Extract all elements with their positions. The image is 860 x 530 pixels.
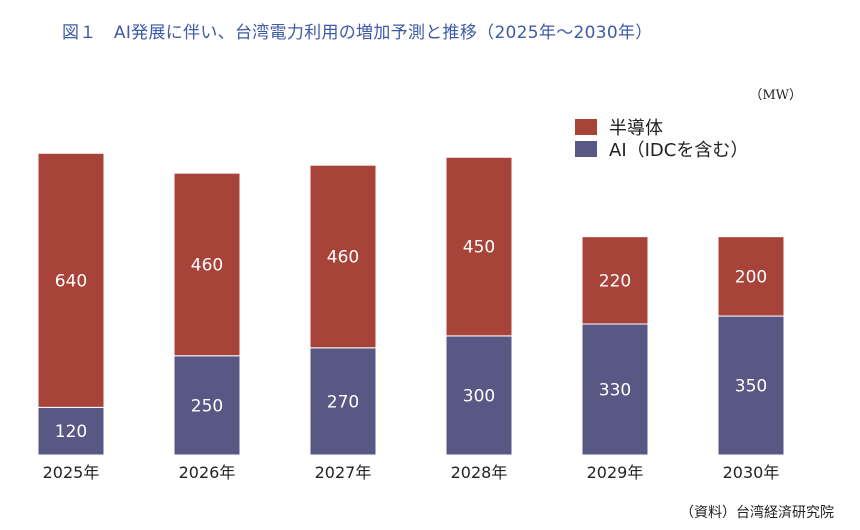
data-label-ai-2028年: 300	[463, 386, 495, 406]
bar-semiconductor-2025年	[37, 152, 105, 408]
bar-semiconductor-2029年	[581, 236, 649, 325]
unit-label: （MW）	[749, 88, 802, 103]
x-tick-label: 2030年	[723, 463, 780, 482]
x-tick-label: 2025年	[43, 463, 100, 482]
data-label-semiconductor-2027年: 460	[327, 248, 359, 268]
data-label-ai-2030年: 350	[735, 377, 767, 397]
legend-label-ai: AI（IDCを含む）	[609, 140, 749, 161]
data-label-ai-2027年: 270	[327, 392, 359, 412]
bar-ai-2030年	[717, 315, 785, 456]
bar-ai-2028年	[445, 335, 513, 456]
bar-ai-2027年	[309, 347, 377, 456]
legend-label-semiconductor: 半導体	[609, 118, 663, 139]
x-tick-label: 2029年	[587, 463, 644, 482]
legend-swatch-ai	[575, 141, 597, 157]
data-label-semiconductor-2026年: 460	[191, 255, 223, 275]
data-label-ai-2025年: 120	[55, 422, 87, 442]
data-label-semiconductor-2025年: 640	[55, 271, 87, 291]
data-label-ai-2029年: 330	[599, 380, 631, 400]
legend: 半導体 AI（IDCを含む）	[575, 116, 749, 161]
bar-semiconductor-2026年	[173, 172, 241, 357]
bar-ai-2026年	[173, 355, 241, 456]
bar-ai-2029年	[581, 323, 649, 456]
x-tick-label: 2027年	[315, 463, 372, 482]
legend-item-ai: AI（IDCを含む）	[575, 138, 749, 161]
legend-swatch-semiconductor	[575, 119, 597, 135]
data-label-semiconductor-2030年: 200	[735, 267, 767, 287]
bar-semiconductor-2028年	[445, 156, 513, 337]
data-label-ai-2026年: 250	[191, 396, 223, 416]
bar-semiconductor-2030年	[717, 236, 785, 317]
data-label-semiconductor-2029年: 220	[599, 271, 631, 291]
legend-item-semiconductor: 半導体	[575, 116, 748, 139]
x-tick-label: 2028年	[451, 463, 508, 482]
data-label-semiconductor-2028年: 450	[463, 238, 495, 258]
chart-title: 図１ AI発展に伴い、台湾電力利用の増加予測と推移（2025年〜2030年）	[62, 23, 653, 43]
bar-semiconductor-2027年	[309, 164, 377, 349]
source-note: （資料）台湾経済研究院	[680, 505, 834, 521]
x-tick-label: 2026年	[179, 463, 236, 482]
